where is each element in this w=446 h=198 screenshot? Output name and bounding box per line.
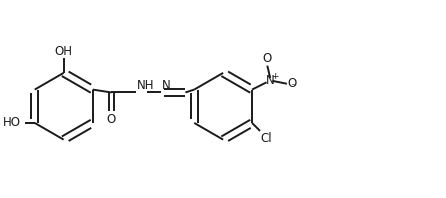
Text: N: N [161, 79, 170, 92]
Text: NH: NH [137, 79, 154, 92]
Text: O: O [107, 113, 116, 126]
Text: OH: OH [55, 45, 73, 58]
Text: O: O [288, 77, 297, 90]
Text: HO: HO [3, 116, 21, 129]
Text: Cl: Cl [261, 132, 273, 145]
Text: O: O [263, 52, 272, 65]
Text: ⁻: ⁻ [290, 82, 296, 92]
Text: +: + [272, 72, 279, 81]
Text: N: N [266, 74, 275, 87]
